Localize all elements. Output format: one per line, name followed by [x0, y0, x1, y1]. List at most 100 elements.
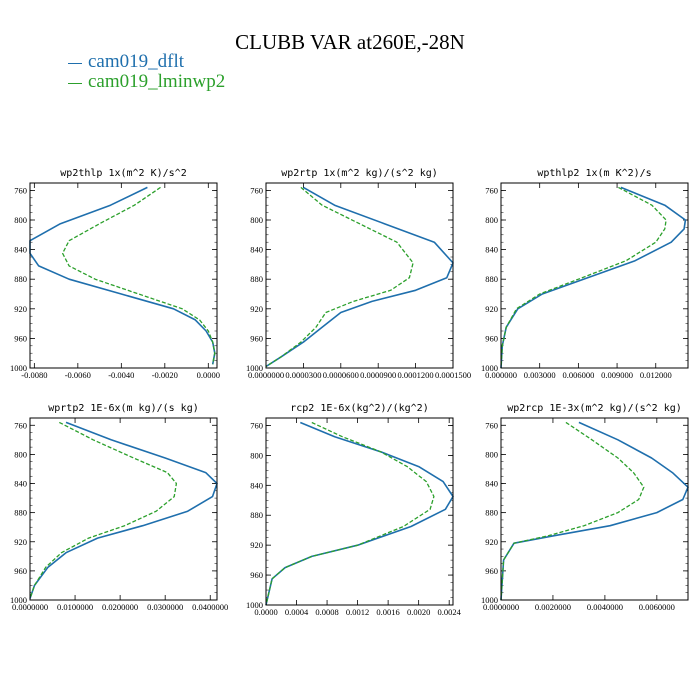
- legend: cam019_dflt cam019_lminwp2: [68, 52, 225, 92]
- y-tick-label: 840: [14, 479, 27, 489]
- x-tick-label: -0.0020: [152, 370, 178, 380]
- y-tick-label: 960: [250, 333, 263, 343]
- series-line-cam019_dflt: [29, 421, 218, 599]
- x-tick-label: 0.0016: [376, 607, 399, 617]
- x-tick-label: 0.0008: [315, 607, 338, 617]
- legend-entry-dflt: cam019_dflt: [68, 52, 225, 72]
- y-tick-label: 800: [485, 449, 498, 459]
- y-tick-label: 880: [485, 274, 498, 284]
- y-tick-label: 1000: [246, 600, 263, 610]
- x-tick-label: 0.0012: [346, 607, 369, 617]
- legend-entry-lminwp2: cam019_lminwp2: [68, 72, 225, 92]
- plot-frame: [265, 417, 454, 606]
- figure-title: CLUBB VAR at260E,-28N: [235, 30, 465, 54]
- y-tick-label: 800: [485, 215, 498, 225]
- x-tick-label: 0.0200000: [102, 602, 138, 612]
- x-tick-label: -0.0040: [108, 370, 134, 380]
- y-tick-label: 760: [485, 185, 498, 195]
- x-tick-label: 0.009000: [601, 370, 633, 380]
- panel-6: wp2rcp 1E-3x(m^2 kg)/(s^2 kg) 760 800 840 88…: [481, 403, 689, 612]
- panel-4: wprtp2 1E-6x(m kg)/(s kg) 760 800 840 880 920…: [10, 403, 228, 612]
- series-line-cam019_lminwp2: [265, 421, 435, 606]
- y-tick-label: 840: [250, 245, 263, 255]
- x-tick-label: 0.0000600: [323, 370, 359, 380]
- y-tick-label: 880: [14, 508, 27, 518]
- series-line-cam019_lminwp2: [500, 421, 645, 601]
- y-tick-label: 1000: [10, 595, 27, 605]
- x-tick-label: 0.0001200: [398, 370, 434, 380]
- y-tick-label: 760: [250, 420, 263, 430]
- panel-title: wprtp2 1E-6x(m kg)/(s kg): [48, 403, 199, 414]
- y-tick-label: 1000: [481, 363, 498, 373]
- y-tick-label: 920: [250, 540, 263, 550]
- x-tick-label: 0.0000: [254, 607, 277, 617]
- x-tick-label: 0.0100000: [57, 602, 93, 612]
- series-line-cam019_lminwp2: [61, 186, 216, 365]
- x-tick-label: 0.0000: [197, 370, 220, 380]
- x-tick-label: 0.0040000: [587, 602, 623, 612]
- series-line-cam019_dflt: [500, 186, 687, 369]
- x-tick-label: 0.0400000: [192, 602, 228, 612]
- x-tick-label: -0.0060: [65, 370, 91, 380]
- y-tick-label: 800: [14, 449, 27, 459]
- y-tick-label: 920: [250, 304, 263, 314]
- x-tick-label: 0.003000: [524, 370, 556, 380]
- series-line-cam019_lminwp2: [29, 421, 178, 599]
- x-tick-label: 0.0300000: [147, 602, 183, 612]
- plot-frame: [500, 417, 689, 601]
- series-line-cam019_dflt: [29, 186, 216, 365]
- plot-frame: [29, 417, 218, 601]
- y-tick-label: 760: [485, 420, 498, 430]
- x-tick-label: 0.0020: [407, 607, 430, 617]
- y-tick-label: 960: [485, 566, 498, 576]
- y-tick-label: 1000: [10, 363, 27, 373]
- y-tick-label: 840: [485, 245, 498, 255]
- y-tick-label: 880: [485, 508, 498, 518]
- y-tick-label: 920: [485, 537, 498, 547]
- panel-5: rcp2 1E-6x(kg^2)/(kg^2) 760 800 840 880 920 96…: [246, 403, 462, 617]
- legend-swatch-lminwp2: [68, 82, 82, 84]
- legend-label-lminwp2: cam019_lminwp2: [88, 71, 226, 92]
- panel-1: wp2thlp 1x(m^2 K)/s^2 760 800 840 880 920 960 1…: [10, 168, 220, 380]
- x-tick-label: 0.006000: [562, 370, 594, 380]
- x-tick-label: 0.0000300: [285, 370, 321, 380]
- x-tick-label: 0.0000000: [12, 602, 48, 612]
- x-tick-label: 0.0000900: [360, 370, 396, 380]
- series-line-cam019_dflt: [265, 186, 454, 368]
- y-tick-label: 880: [250, 510, 263, 520]
- panel-title: wp2rcp 1E-3x(m^2 kg)/(s^2 kg): [507, 403, 682, 414]
- y-tick-label: 920: [14, 537, 27, 547]
- y-tick-label: 840: [250, 480, 263, 490]
- y-tick-label: 880: [14, 274, 27, 284]
- x-tick-label: 0.0060000: [639, 602, 675, 612]
- panel-title: wpthlp2 1x(m K^2)/s: [537, 168, 651, 179]
- y-tick-label: 1000: [246, 363, 263, 373]
- legend-swatch-dflt: [68, 62, 82, 64]
- x-tick-label: 0.0000000: [483, 602, 519, 612]
- legend-label-dflt: cam019_dflt: [88, 51, 185, 72]
- plot-frame: [265, 182, 454, 369]
- y-tick-label: 960: [250, 570, 263, 580]
- y-tick-label: 960: [14, 333, 27, 343]
- panel-title: wp2thlp 1x(m^2 K)/s^2: [60, 168, 186, 179]
- y-tick-label: 960: [14, 566, 27, 576]
- panel-title: wp2rtp 1x(m^2 kg)/(s^2 kg): [281, 168, 438, 179]
- y-tick-label: 760: [14, 185, 27, 195]
- panel-2: wp2rtp 1x(m^2 kg)/(s^2 kg) 760 800 840 880 92…: [246, 168, 471, 380]
- x-tick-label: 0.0004: [285, 607, 309, 617]
- y-tick-label: 880: [250, 274, 263, 284]
- y-tick-label: 800: [250, 215, 263, 225]
- x-tick-label: 0.012000: [640, 370, 672, 380]
- panel-3: wpthlp2 1x(m K^2)/s 760 800 840 880 920 960 100…: [481, 168, 689, 380]
- x-tick-label: 0.0020000: [535, 602, 571, 612]
- y-tick-label: 760: [14, 420, 27, 430]
- series-line-cam019_dflt: [265, 421, 454, 606]
- y-tick-label: 800: [250, 450, 263, 460]
- series-line-cam019_lminwp2: [265, 186, 414, 368]
- x-tick-label: 0.0001500: [435, 370, 471, 380]
- y-tick-label: 960: [485, 333, 498, 343]
- y-tick-label: 1000: [481, 595, 498, 605]
- x-tick-label: 0.0024: [437, 607, 461, 617]
